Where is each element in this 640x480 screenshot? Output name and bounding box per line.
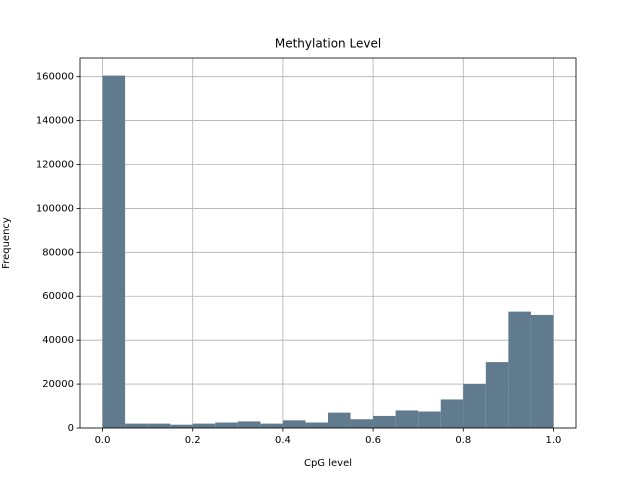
y-tick-label: 160000 [36, 72, 74, 83]
bar [237, 421, 261, 428]
x-tick-label: 0.2 [185, 435, 201, 446]
y-tick-label: 80000 [42, 247, 74, 258]
y-tick-label: 120000 [36, 159, 74, 170]
bar [530, 314, 554, 428]
bar [373, 415, 396, 428]
bar [463, 384, 486, 428]
x-tick-label: 0.4 [275, 435, 291, 446]
plot-frame [79, 57, 577, 429]
y-tick-label: 0 [68, 423, 74, 434]
x-tick-label: 0.0 [95, 435, 111, 446]
y-tick-label: 20000 [42, 379, 74, 390]
bar [215, 422, 238, 428]
chart-title: Methylation Level [275, 37, 381, 51]
bar [328, 412, 351, 428]
bar [125, 423, 148, 428]
bar [485, 362, 509, 428]
bar [192, 423, 216, 428]
x-tick-label: 1.0 [546, 435, 562, 446]
y-tick-label: 40000 [42, 335, 74, 346]
bar [102, 75, 126, 428]
bar [305, 422, 328, 428]
y-tick-label: 100000 [36, 203, 74, 214]
x-tick-label: 0.8 [455, 435, 471, 446]
x-axis-label: CpG level [304, 458, 352, 469]
bar [395, 410, 419, 428]
bar [418, 411, 441, 428]
bar [282, 420, 306, 428]
bar [440, 399, 464, 428]
bar [350, 419, 374, 428]
y-tick-label: 140000 [36, 116, 74, 127]
bar [508, 311, 531, 428]
bar [170, 424, 193, 428]
y-tick-label: 60000 [42, 291, 74, 302]
x-tick-label: 0.6 [365, 435, 381, 446]
bar [147, 423, 171, 428]
y-axis-label: Frequency [1, 217, 12, 269]
bar [260, 423, 283, 428]
